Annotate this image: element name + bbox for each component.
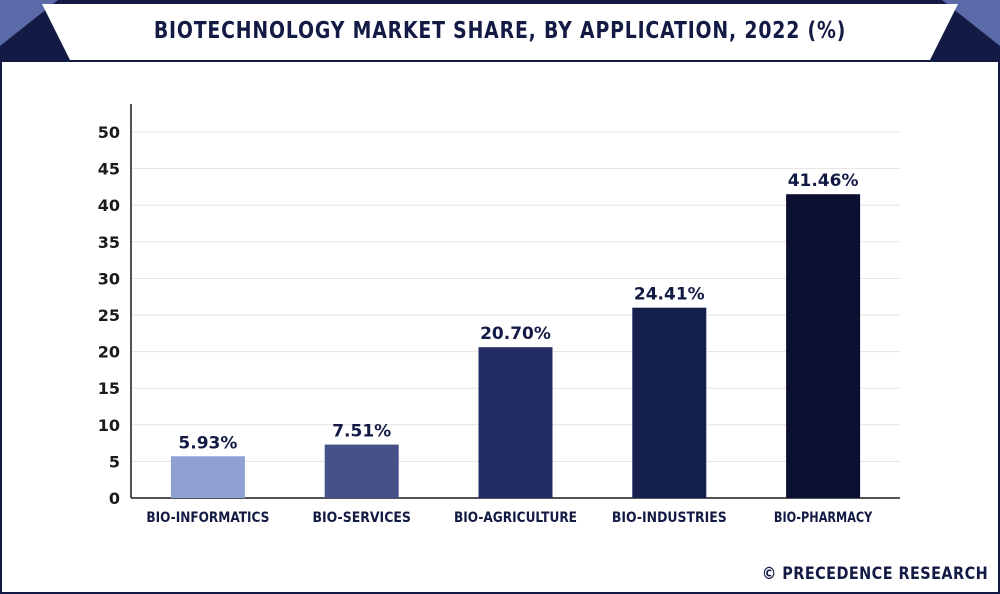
- x-tick-label: BIO-INDUSTRIES: [612, 510, 727, 526]
- x-tick-label: BIO-INFORMATICS: [146, 510, 269, 526]
- x-tick-label: BIO-SERVICES: [313, 510, 411, 526]
- chart-title: BIOTECHNOLOGY MARKET SHARE, BY APPLICATI…: [153, 18, 847, 44]
- y-tick-label: 45: [98, 160, 120, 179]
- y-tick-label: 0: [109, 489, 120, 508]
- data-labels: 5.93% 7.51% 20.70% 24.41% 41.46%: [178, 171, 858, 453]
- source-credit: © PRECEDENCE RESEARCH: [761, 564, 988, 584]
- y-tick-label: 35: [98, 233, 120, 252]
- data-label: 5.93%: [178, 433, 237, 453]
- data-label: 20.70%: [480, 324, 551, 344]
- x-tick-label: BIO-AGRICULTURE: [454, 510, 577, 526]
- bar-bio-agriculture: [478, 347, 553, 498]
- bar-bio-informatics: [170, 456, 245, 498]
- data-label: 7.51%: [332, 422, 391, 442]
- y-tick-label: 5: [109, 452, 120, 471]
- data-label: 24.41%: [634, 285, 705, 305]
- y-tick-label: 25: [98, 306, 120, 325]
- data-label: 41.46%: [788, 171, 859, 191]
- bar-bio-pharmacy: [786, 194, 861, 498]
- header-left-accent: [0, 0, 58, 46]
- header-right-accent: [942, 0, 1000, 46]
- y-tick-label: 50: [98, 123, 120, 142]
- x-axis-labels: BIO-INFORMATICS BIO-SERVICES BIO-AGRICULTU…: [146, 510, 873, 526]
- bar-bio-services: [324, 444, 399, 498]
- y-tick-label: 30: [98, 269, 120, 288]
- y-tick-label: 40: [98, 196, 120, 215]
- bars: [170, 194, 861, 498]
- x-tick-label: BIO-PHARMACY: [774, 510, 873, 526]
- y-axis-ticks: 0 5 10 15 20 25 30 35 40 45 50: [98, 123, 120, 508]
- title-ribbon: [42, 4, 958, 60]
- y-tick-label: 10: [98, 416, 120, 435]
- y-tick-label: 20: [98, 343, 120, 362]
- bar-bio-industries: [632, 307, 707, 498]
- y-tick-label: 15: [98, 379, 120, 398]
